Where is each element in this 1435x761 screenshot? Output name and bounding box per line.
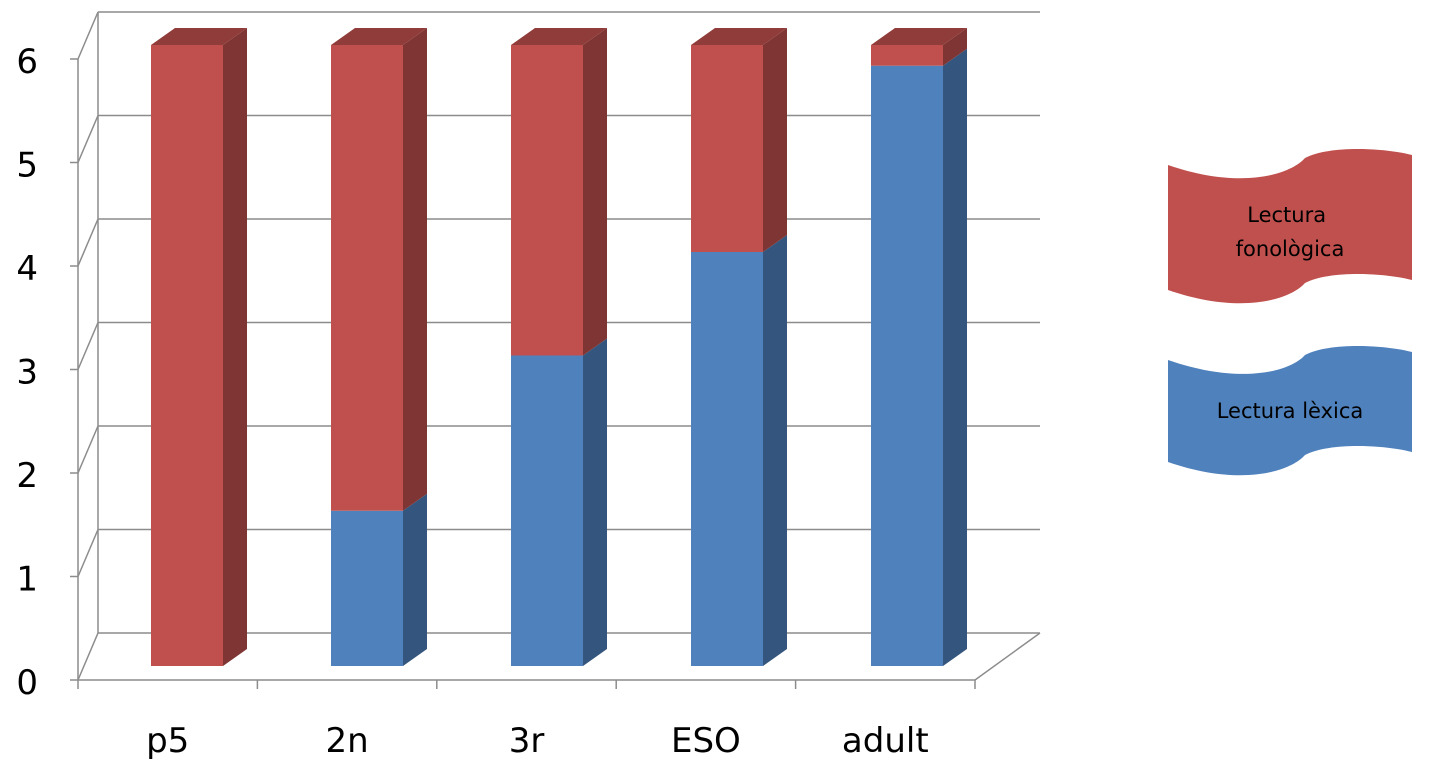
x-axis-tick-labels: p5 2n 3r ESO adult: [146, 721, 929, 761]
bar-side-face: [763, 28, 787, 252]
bar-stack-adult: [871, 28, 967, 666]
legend-label-line: Lectura lèxica: [1217, 399, 1364, 423]
bar-front-face: [151, 45, 223, 666]
bar-side-face: [943, 48, 967, 666]
bar-stack-2n: [331, 28, 427, 666]
bar-segment: [691, 28, 787, 252]
bar-segment: [511, 28, 607, 356]
bar-top-face: [151, 28, 247, 45]
y-tick-label: 1: [16, 560, 38, 600]
bar-top-face: [331, 28, 427, 45]
bar-side-face: [223, 28, 247, 666]
bar-front-face: [691, 252, 763, 666]
x-tick-label: 2n: [326, 721, 369, 761]
bar-segment: [691, 235, 787, 666]
bar-front-face: [331, 45, 403, 511]
floor-right-edge: [974, 632, 1041, 681]
bar-front-face: [871, 65, 943, 666]
bar-front-face: [511, 355, 583, 666]
side-gridline: [77, 11, 99, 60]
bar-side-face: [763, 235, 787, 666]
bar-segment: [151, 28, 247, 666]
y-tick-label: 4: [16, 249, 38, 289]
bar-side-face: [943, 28, 967, 66]
bar-segment: [331, 28, 427, 511]
x-tick-label: ESO: [671, 721, 741, 761]
bar-side-face: [583, 338, 607, 666]
side-gridline: [77, 425, 99, 474]
bar-side-face: [403, 28, 427, 511]
legend: Lectura fonològica Lectura lèxica: [1168, 149, 1412, 476]
bar-front-face: [511, 45, 583, 356]
y-tick-label: 5: [16, 146, 38, 186]
legend-label-line: Lectura: [1247, 203, 1326, 227]
bar-segment: [871, 48, 967, 666]
side-gridline: [77, 632, 99, 681]
legend-item-lectura-lexica: Lectura lèxica: [1168, 346, 1412, 476]
bar-top-face: [511, 28, 607, 45]
side-gridline: [77, 115, 99, 163]
legend-item-lectura-fonologica: Lectura fonològica: [1168, 149, 1412, 304]
legend-label-line: fonològica: [1236, 237, 1345, 261]
y-tick-label: 6: [16, 42, 38, 82]
bar-front-face: [331, 510, 403, 666]
x-tick-label: 3r: [509, 721, 545, 761]
x-tick-label: adult: [842, 721, 929, 761]
bar-top-face: [691, 28, 787, 45]
side-gridline: [77, 218, 99, 267]
bar-front-face: [871, 45, 943, 66]
y-tick-label: 0: [16, 663, 38, 703]
bars: [151, 28, 967, 666]
bar-side-face: [583, 28, 607, 356]
bar-stack-3r: [511, 28, 607, 666]
bar-segment: [511, 338, 607, 666]
y-axis-tick-labels: 0 1 2 3 4 5 6: [16, 42, 38, 703]
bar-stack-p5: [151, 28, 247, 666]
x-tick-label: p5: [146, 721, 189, 761]
svg-text:Lectura fonològica: Lectura fonològica: [1236, 203, 1345, 261]
bar-stack-eso: [691, 28, 787, 666]
bar-top-face: [871, 28, 967, 45]
bar-segment: [871, 28, 967, 66]
bar-segment: [331, 493, 427, 666]
side-gridline: [77, 322, 99, 370]
legend-swatch-lectura-lexica: [1168, 346, 1412, 476]
legend-swatch-lectura-fonologica: [1168, 149, 1412, 304]
side-gridline: [77, 529, 99, 577]
y-tick-label: 2: [16, 456, 38, 496]
y-tick-label: 3: [16, 353, 38, 393]
bar-front-face: [691, 45, 763, 252]
bar-side-face: [403, 493, 427, 666]
